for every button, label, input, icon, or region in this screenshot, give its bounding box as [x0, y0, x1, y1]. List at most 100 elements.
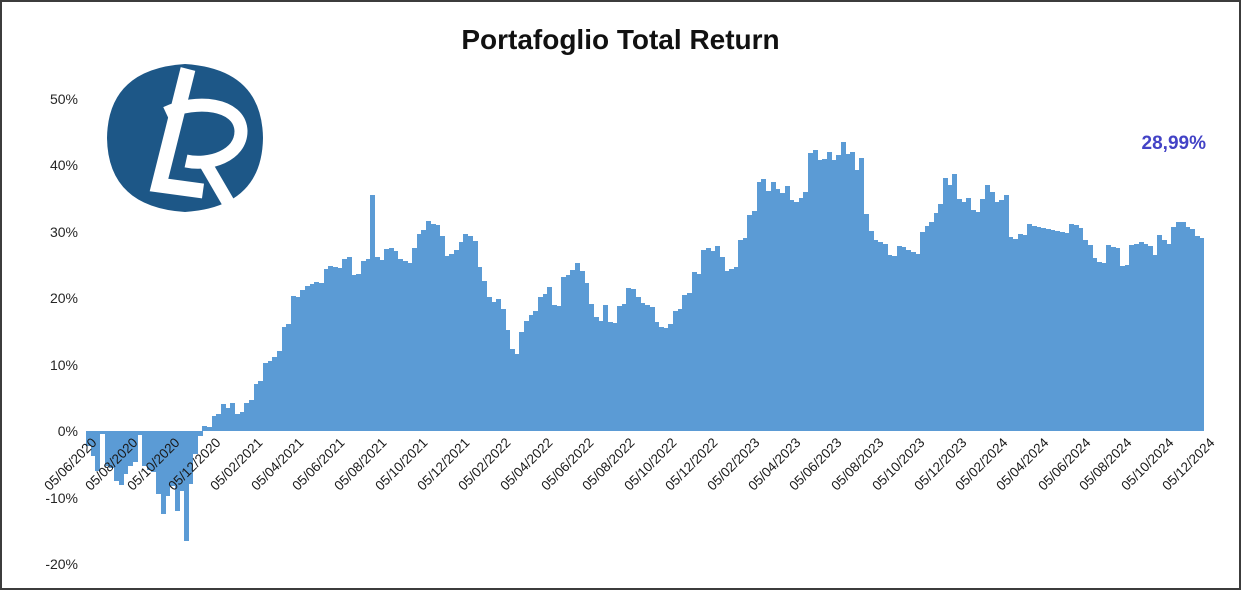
bar [938, 203, 944, 431]
bar [1199, 238, 1205, 431]
bar [933, 212, 939, 431]
bar [654, 321, 660, 431]
bar [808, 153, 814, 431]
bar [211, 416, 217, 431]
bar [952, 174, 958, 431]
bar [710, 250, 716, 431]
bar [523, 320, 529, 431]
bar [663, 327, 669, 431]
bar [1036, 226, 1042, 431]
bar [696, 274, 702, 431]
bar [672, 311, 678, 431]
bar [258, 380, 264, 431]
bar [556, 306, 562, 431]
bar [845, 153, 851, 431]
bar [677, 308, 683, 431]
bar [454, 250, 459, 431]
bar [1115, 248, 1121, 431]
bar [412, 248, 418, 431]
bar [500, 309, 506, 431]
bar [495, 298, 501, 431]
bar [99, 431, 105, 434]
bar [877, 241, 883, 431]
bar [579, 270, 585, 431]
bar [272, 356, 278, 431]
bar [989, 192, 995, 431]
bar [1157, 234, 1163, 431]
bar [314, 282, 320, 431]
bar [971, 210, 977, 431]
bar [1068, 224, 1074, 431]
bar [407, 263, 413, 431]
y-tick-label: -10% [45, 489, 78, 506]
bar [286, 323, 292, 431]
bar [612, 322, 618, 431]
bar [388, 247, 394, 431]
bar [1194, 236, 1200, 431]
bar [682, 295, 688, 431]
bar [263, 363, 269, 431]
bar [1045, 228, 1051, 431]
bar [188, 431, 194, 485]
bar [854, 170, 860, 431]
bar [589, 304, 595, 431]
bar [328, 266, 334, 431]
bar [1050, 229, 1056, 431]
bar [1106, 244, 1112, 431]
bar [444, 256, 450, 431]
bar [1054, 230, 1060, 431]
bar [668, 323, 674, 431]
bar [1138, 241, 1144, 431]
bar [784, 185, 790, 431]
bar [812, 150, 818, 431]
bar [1059, 232, 1065, 431]
bar [1185, 226, 1191, 431]
bar [463, 233, 469, 431]
y-tick-label: 20% [49, 290, 78, 306]
y-tick-label: 10% [49, 356, 78, 373]
bar [458, 242, 464, 431]
bar [351, 275, 357, 431]
bar [132, 431, 138, 462]
bar [724, 271, 730, 431]
bar [658, 327, 664, 431]
bar [705, 247, 711, 431]
bar [160, 431, 166, 515]
bar [873, 240, 879, 431]
bar [859, 158, 865, 431]
bar [686, 293, 692, 431]
bar [244, 403, 250, 431]
bar [691, 272, 697, 431]
bar [1022, 234, 1028, 431]
bar [561, 277, 567, 431]
bar [1148, 246, 1154, 431]
bar [607, 321, 613, 431]
bar [374, 256, 380, 431]
bar [943, 177, 949, 431]
bar [803, 192, 809, 431]
bar [1124, 264, 1130, 432]
bar [402, 260, 408, 431]
bar [994, 202, 1000, 431]
bar [109, 431, 115, 469]
bar [137, 431, 143, 435]
bar [714, 245, 720, 431]
bar [505, 329, 511, 431]
bar [207, 427, 213, 431]
bar [346, 257, 352, 431]
bar [449, 254, 455, 431]
bar [849, 151, 855, 431]
bar [831, 160, 837, 431]
bar [975, 211, 981, 431]
bar [1087, 244, 1093, 431]
bar [863, 214, 869, 431]
bar [393, 250, 399, 431]
bar [766, 190, 772, 431]
bar [90, 431, 96, 457]
bar [239, 411, 245, 431]
bar [304, 286, 310, 431]
bar [342, 258, 348, 431]
bar [868, 230, 874, 431]
bar [174, 431, 180, 511]
bar [290, 296, 296, 431]
